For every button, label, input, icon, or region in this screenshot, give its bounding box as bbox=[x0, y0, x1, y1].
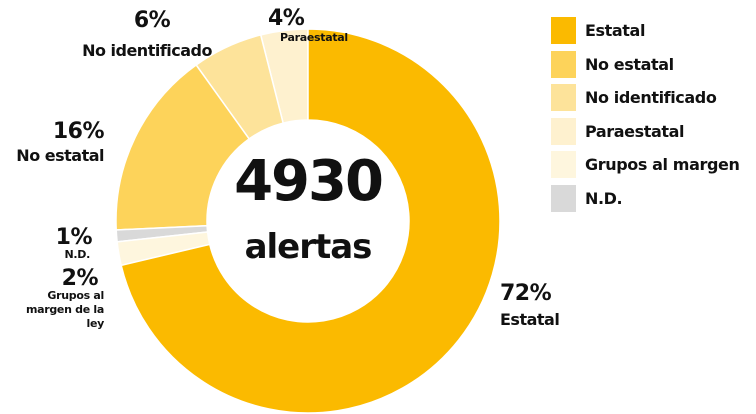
slice-value-label: 1% bbox=[55, 225, 93, 250]
slice-value-label: 72% bbox=[500, 281, 552, 306]
slice-label: No identificado bbox=[82, 41, 212, 60]
slice-value-label: 4% bbox=[268, 6, 305, 31]
legend-label: N.D. bbox=[585, 188, 623, 208]
slice-label: N.D. bbox=[64, 248, 91, 261]
legend-swatch bbox=[551, 84, 576, 111]
slice-label: No estatal bbox=[16, 146, 104, 165]
legend-swatch bbox=[551, 17, 576, 44]
center-text: alertas bbox=[245, 227, 372, 267]
legend-swatch bbox=[551, 184, 576, 212]
slice-value-label: 2% bbox=[61, 266, 99, 291]
legend-label: Estatal bbox=[585, 21, 646, 40]
slice bbox=[195, 34, 285, 140]
legend-swatch bbox=[551, 151, 576, 178]
slice-value-label: 16% bbox=[52, 119, 105, 144]
slice bbox=[116, 231, 211, 267]
slice-label: Grupos al margen de la ley bbox=[25, 289, 104, 330]
slice bbox=[120, 28, 501, 414]
slice bbox=[115, 63, 251, 231]
legend-swatch bbox=[551, 50, 576, 78]
legend-label: No estatal bbox=[585, 54, 674, 74]
legend-label: Paraestatal bbox=[585, 121, 685, 141]
center-total: 4930 bbox=[234, 149, 382, 214]
slice-value-label: 6% bbox=[133, 8, 171, 33]
legend-label: No identificado bbox=[585, 88, 717, 107]
slice-label: Estatal bbox=[500, 310, 560, 329]
legend-label: Grupos al margen bbox=[585, 155, 740, 174]
slice-label: Paraestatal bbox=[280, 31, 348, 44]
legend-swatch bbox=[551, 117, 576, 145]
